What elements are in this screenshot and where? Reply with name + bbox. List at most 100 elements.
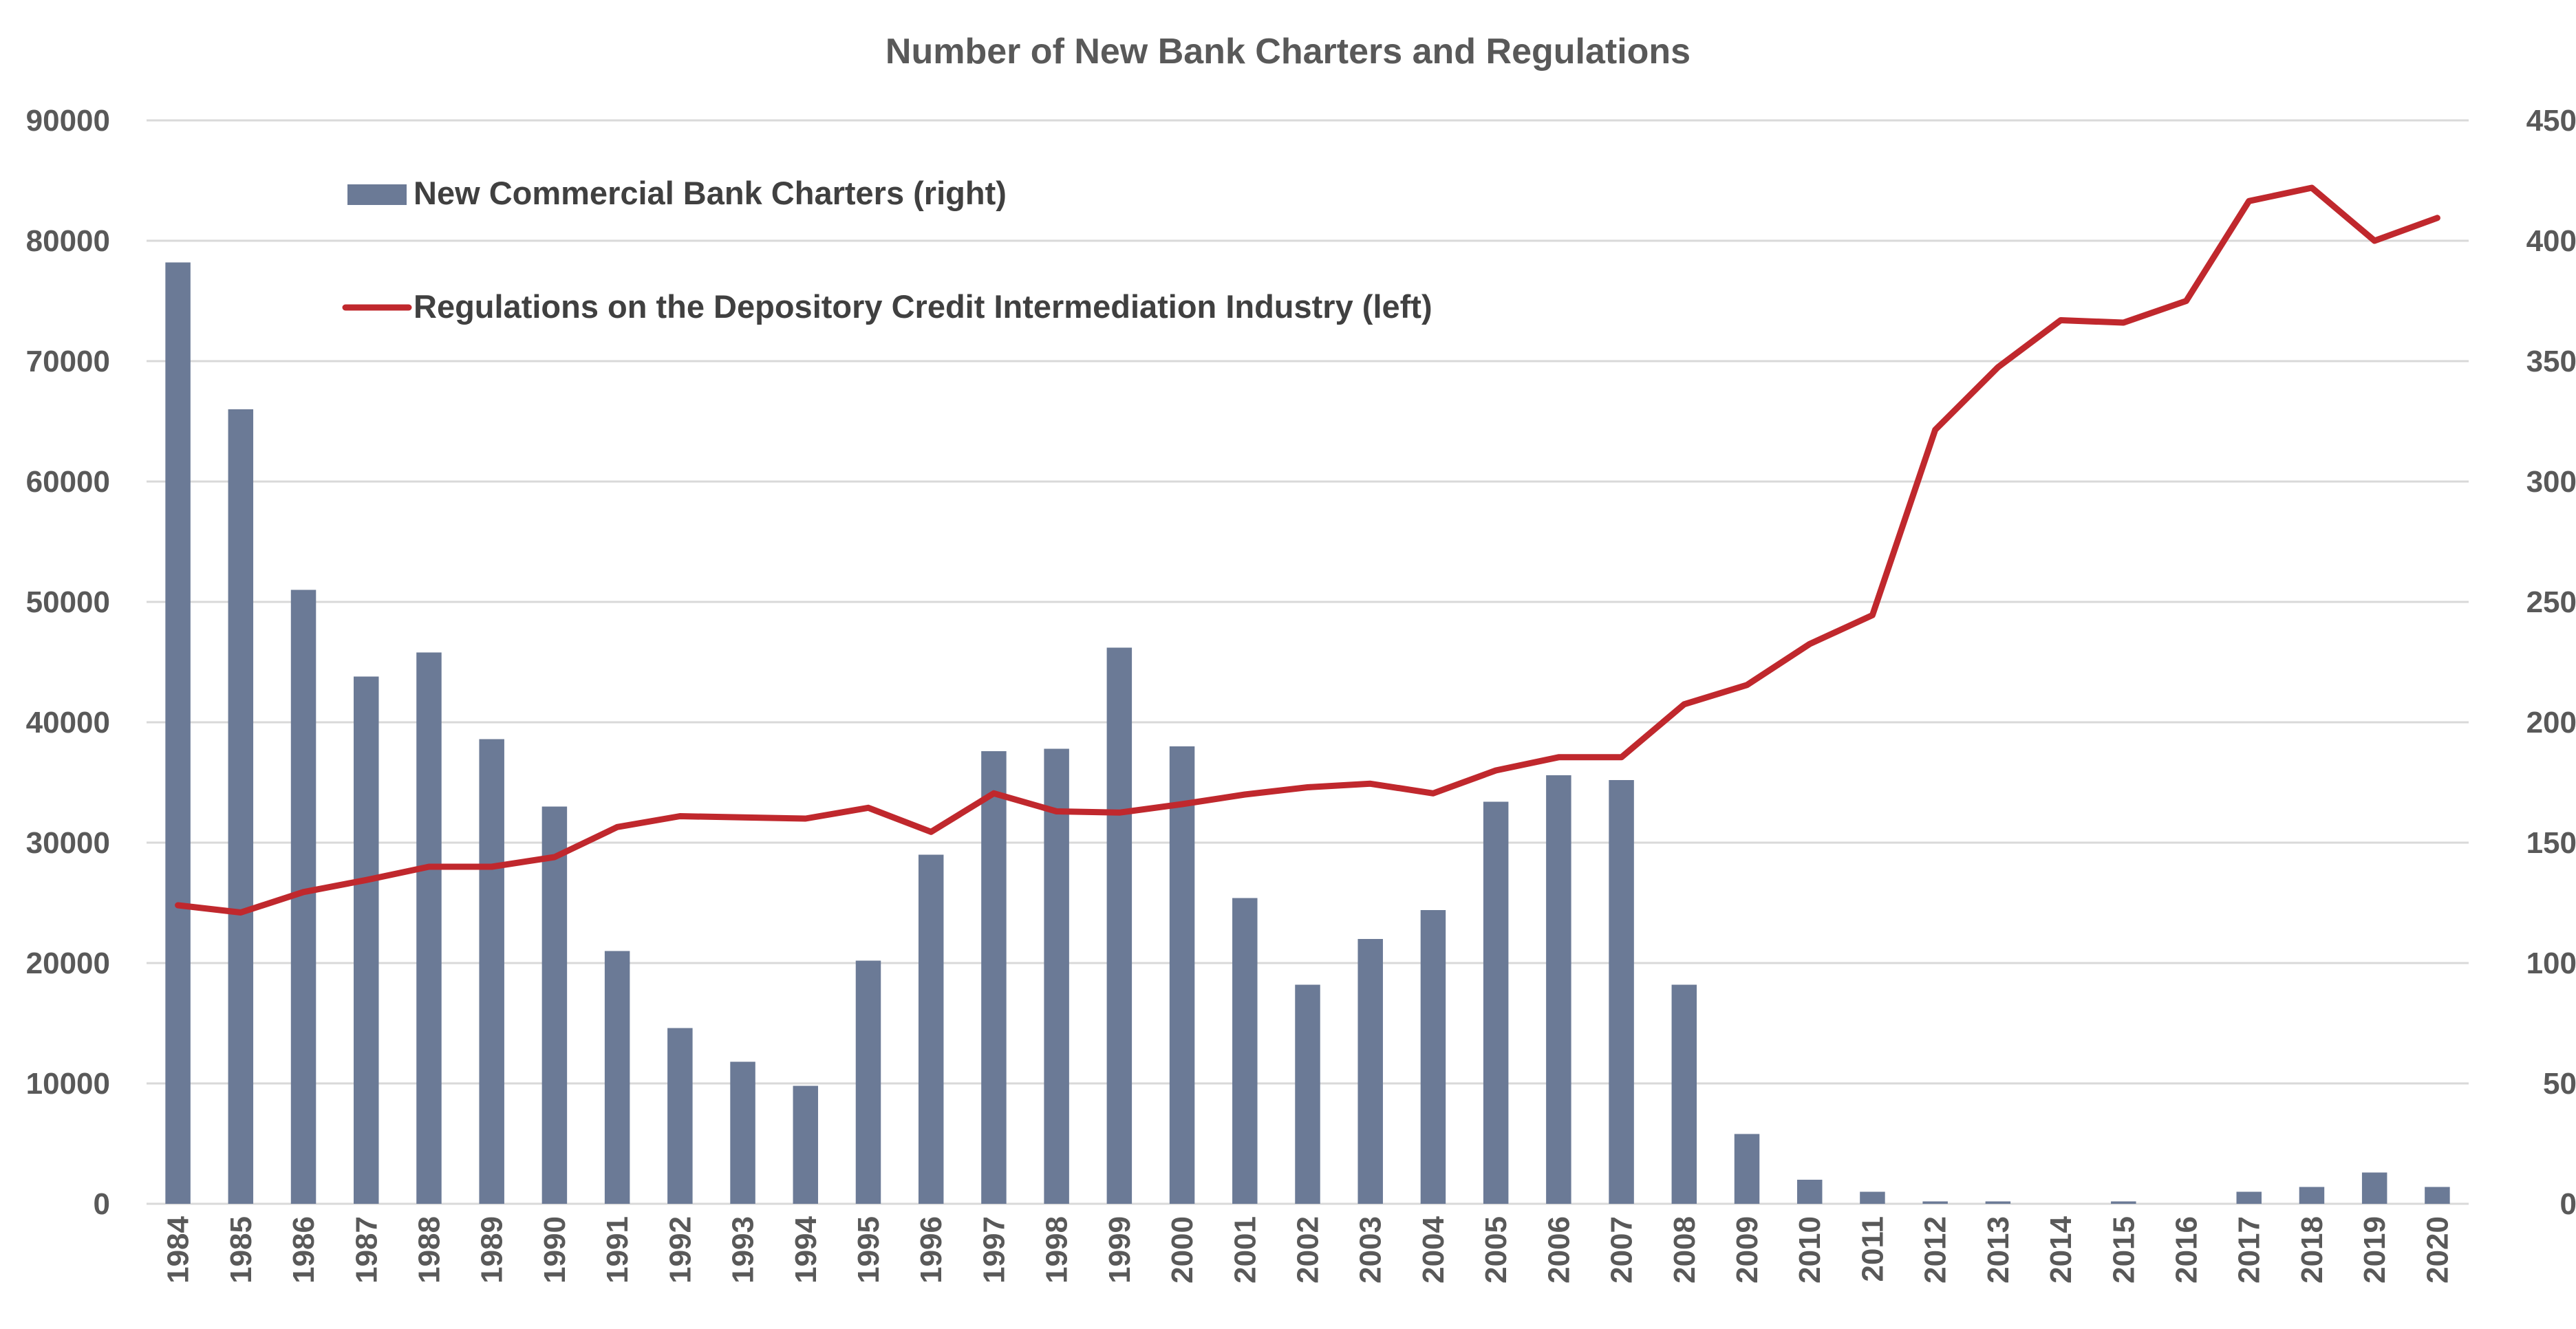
- bar: [2236, 1191, 2262, 1204]
- chart-title: Number of New Bank Charters and Regulati…: [886, 32, 1690, 72]
- left-axis-tick-label: 50000: [26, 585, 110, 619]
- left-axis-tick-label: 30000: [26, 826, 110, 860]
- bar: [1922, 1201, 1948, 1204]
- bar: [416, 652, 442, 1204]
- right-axis-tick-label: 100: [2526, 947, 2576, 980]
- bar: [981, 751, 1007, 1204]
- left-axis-tick-label: 70000: [26, 345, 110, 378]
- left-axis-tick-label: 0: [94, 1187, 110, 1221]
- x-axis-tick-label: 1993: [727, 1216, 760, 1284]
- legend-bar-swatch: [347, 184, 407, 205]
- bar: [1483, 801, 1509, 1204]
- left-axis-tick-label: 40000: [26, 706, 110, 739]
- bar: [1985, 1201, 2011, 1204]
- bar: [2111, 1201, 2136, 1204]
- x-axis-tick-label: 1986: [287, 1216, 321, 1284]
- x-axis-tick-label: 1992: [663, 1216, 697, 1284]
- bar: [667, 1028, 693, 1204]
- bar: [2299, 1187, 2325, 1204]
- right-axis-tick-label: 450: [2526, 104, 2576, 138]
- right-axis-tick-label: 350: [2526, 345, 2576, 378]
- bar: [1796, 1180, 1823, 1204]
- x-axis-tick-label: 1994: [789, 1215, 823, 1283]
- regulations-line: [175, 184, 2440, 916]
- bar: [1734, 1134, 1760, 1204]
- x-axis-tick-label: 2001: [1228, 1216, 1262, 1284]
- bar: [918, 854, 944, 1204]
- bar: [1232, 898, 1258, 1204]
- right-axis-tick-label: 150: [2526, 826, 2576, 860]
- x-axis-tick-label: 2013: [1982, 1216, 2015, 1284]
- x-axis-tick-label: 1987: [350, 1216, 383, 1284]
- left-axis-tick-label: 10000: [26, 1067, 110, 1101]
- right-axis-tick-label: 400: [2526, 224, 2576, 258]
- x-axis-tick-label: 1990: [538, 1216, 572, 1284]
- bar-series: [165, 262, 2450, 1204]
- x-axis-tick-label: 2014: [2044, 1215, 2078, 1283]
- legend: New Commercial Bank Charters (right) Reg…: [342, 175, 1432, 325]
- right-axis-tick-label: 200: [2526, 706, 2576, 739]
- bar: [1546, 775, 1571, 1204]
- bar: [1609, 780, 1634, 1204]
- x-axis-tick-label: 1996: [914, 1216, 948, 1284]
- left-axis-tick-label: 80000: [26, 224, 110, 258]
- bar: [1860, 1191, 1885, 1204]
- x-axis-tick-label: 1997: [977, 1216, 1011, 1284]
- bar: [228, 409, 254, 1204]
- legend-bar-label: New Commercial Bank Charters (right): [414, 175, 1007, 211]
- left-axis-tick-label: 60000: [26, 465, 110, 499]
- bar: [2361, 1172, 2387, 1204]
- x-axis-tick-label: 1991: [601, 1216, 634, 1284]
- bar: [855, 960, 881, 1204]
- x-axis-tick-label: 1985: [224, 1216, 258, 1284]
- x-axis-tick-label: 2000: [1166, 1216, 1199, 1284]
- bar: [2425, 1187, 2450, 1204]
- x-axis-tick-label: 2009: [1730, 1216, 1764, 1284]
- right-axis: 0 50 100 150 200 250 300 350 400 450: [2526, 104, 2576, 1221]
- line-series: [175, 184, 2440, 916]
- bar: [604, 951, 630, 1204]
- left-axis-tick-label: 20000: [26, 947, 110, 980]
- bar: [1169, 746, 1195, 1204]
- x-axis-tick-label: 2005: [1479, 1216, 1513, 1284]
- x-axis-tick-label: 1984: [162, 1215, 195, 1283]
- right-axis-tick-label: 0: [2560, 1187, 2576, 1221]
- x-axis-tick-label: 2008: [1668, 1216, 1702, 1284]
- legend-line-label: Regulations on the Depository Credit Int…: [414, 288, 1432, 325]
- x-axis-tick-label: 2011: [1856, 1216, 1889, 1282]
- x-axis-tick-label: 2007: [1605, 1216, 1639, 1284]
- bar: [541, 806, 568, 1204]
- bar: [479, 739, 504, 1204]
- x-axis-tick-label: 1999: [1103, 1216, 1137, 1284]
- left-axis-tick-label: 90000: [26, 104, 110, 138]
- x-axis-tick-label: 1998: [1040, 1216, 1074, 1284]
- x-axis-tick-label: 2016: [2170, 1216, 2204, 1284]
- bar: [1295, 984, 1320, 1204]
- bar: [354, 676, 379, 1204]
- x-axis-tick-label: 2003: [1354, 1216, 1388, 1284]
- x-axis-tick-label: 2018: [2295, 1216, 2329, 1284]
- x-axis-tick-label: 2002: [1291, 1216, 1325, 1284]
- x-axis-tick-label: 2006: [1542, 1216, 1576, 1284]
- x-axis: 1984 1985 1986 1987 1988 1989 1990 1991 1992 1993…: [162, 1215, 2455, 1283]
- bar: [1420, 910, 1446, 1204]
- x-axis-tick-label: 2015: [2107, 1216, 2140, 1284]
- x-axis-tick-label: 2004: [1417, 1215, 1450, 1283]
- x-axis-tick-label: 2012: [1919, 1216, 1953, 1284]
- x-axis-tick-label: 1995: [852, 1216, 886, 1284]
- left-axis: 0 10000 20000 30000 40000 50000 60000 70000 8000…: [26, 104, 110, 1221]
- x-axis-tick-label: 2020: [2421, 1216, 2454, 1284]
- bar: [1106, 647, 1133, 1204]
- x-axis-tick-label: 1988: [412, 1216, 446, 1284]
- bar: [1044, 748, 1069, 1204]
- x-axis-tick-label: 2019: [2358, 1216, 2392, 1284]
- right-axis-tick-label: 50: [2543, 1067, 2576, 1101]
- x-axis-tick-label: 2010: [1793, 1216, 1827, 1284]
- right-axis-tick-label: 300: [2526, 465, 2576, 499]
- right-axis-tick-label: 250: [2526, 585, 2576, 619]
- bar: [165, 262, 191, 1204]
- x-axis-tick-label: 2017: [2233, 1216, 2266, 1284]
- bar: [1671, 984, 1697, 1204]
- bar: [730, 1061, 755, 1204]
